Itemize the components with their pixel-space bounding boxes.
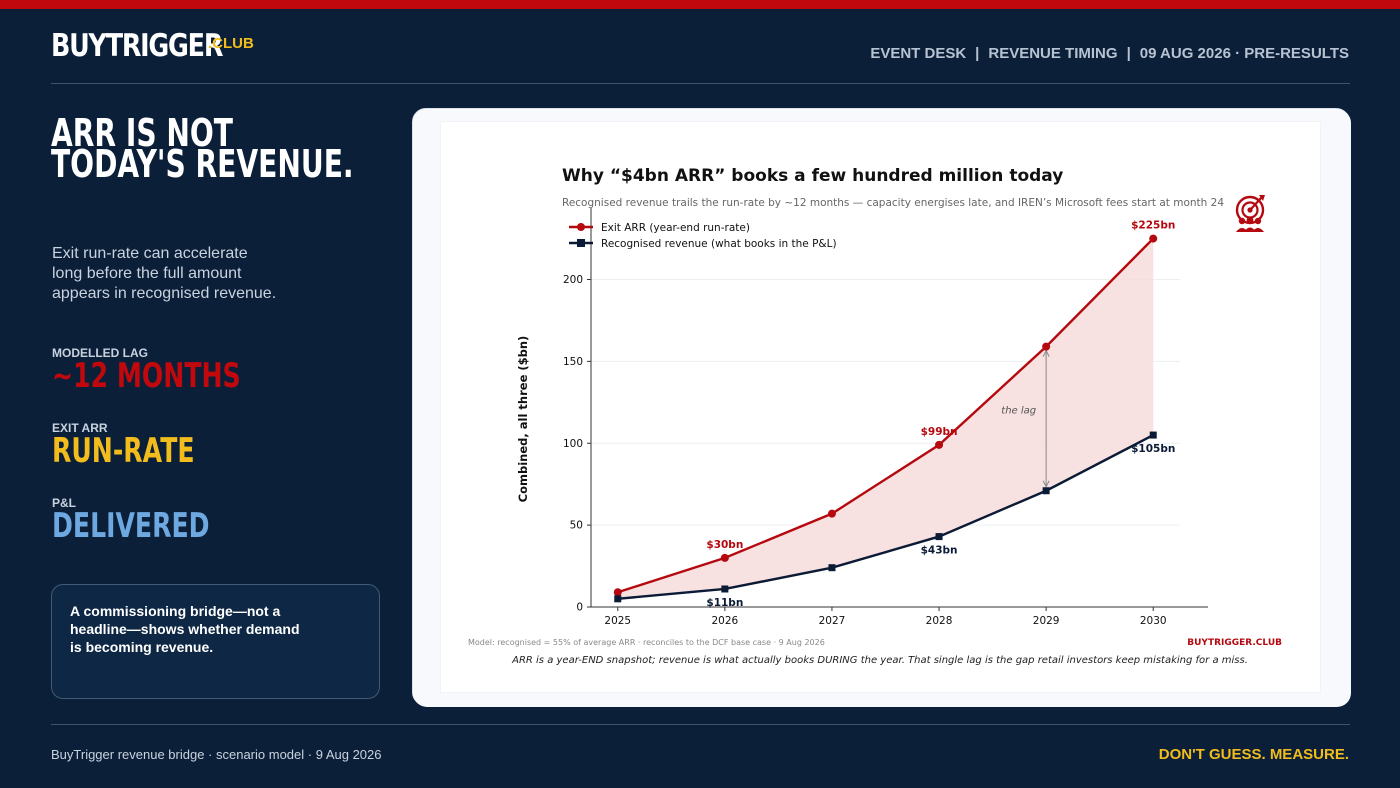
point-arr <box>935 440 944 449</box>
page-headline: ARR IS NOT TODAY'S REVENUE. <box>51 111 354 186</box>
headline-line-2: TODAY'S REVENUE. <box>51 142 354 186</box>
stat-value: DELIVERED <box>52 506 210 546</box>
chart-panel: Why “$4bn ARR” books a few hundred milli… <box>441 122 1320 692</box>
stat-exit-arr: EXIT ARR RUN-RATE <box>52 421 245 471</box>
point-arr <box>827 509 836 518</box>
chart-caption: ARR is a year-END snapshot; revenue is w… <box>511 655 1248 666</box>
header-divider <box>51 83 1350 84</box>
footer-divider <box>51 724 1350 725</box>
top-accent-bar <box>0 0 1400 9</box>
legend-label-arr: Exit ARR (year-end run-rate) <box>601 222 750 234</box>
nav-revenue-timing: REVENUE TIMING <box>988 45 1118 62</box>
series-line-revenue <box>617 433 1154 601</box>
point-revenue <box>1042 487 1050 495</box>
chart-footnote: Model: recognised = 55% of average ARR ·… <box>468 638 825 647</box>
stat-modelled-lag: MODELLED LAG ~12 MONTHS <box>52 346 307 396</box>
x-tick-label: 2030 <box>1140 615 1167 627</box>
chart-title: Why “$4bn ARR” books a few hundred milli… <box>562 166 1063 186</box>
x-tick-label: 2026 <box>711 615 738 627</box>
note-text: A commissioning bridge—not a headline—sh… <box>70 603 300 655</box>
arr-vs-revenue-chart: Why “$4bn ARR” books a few hundred milli… <box>468 166 1282 666</box>
data-label: $225bn <box>1131 220 1175 232</box>
point-arr <box>1042 342 1051 351</box>
data-label: $43bn <box>921 545 958 557</box>
stat-label: P&L <box>52 496 76 510</box>
target-group-icon <box>1235 195 1265 232</box>
note-box: A commissioning bridge—not a headline—sh… <box>51 584 380 699</box>
y-tick-label: 0 <box>576 602 583 614</box>
data-label: $30bn <box>706 539 743 551</box>
header-nav: EVENT DESK | REVENUE TIMING | 09 AUG 202… <box>870 45 1349 62</box>
stat-value: RUN-RATE <box>52 431 195 471</box>
nav-event-desk: EVENT DESK <box>870 45 967 62</box>
y-tick-label: 200 <box>563 274 583 286</box>
chart-legend: Exit ARR (year-end run-rate) Recognised … <box>569 222 837 250</box>
y-tick-label: 150 <box>563 356 583 368</box>
y-axis-label: Combined, all three ($bn) <box>516 336 530 503</box>
headline-line-1: ARR IS NOT <box>51 111 233 155</box>
data-label: $99bn <box>921 426 958 438</box>
data-label: $11bn <box>706 597 743 609</box>
lede-text: Exit run-rate can accelerate long before… <box>52 245 277 302</box>
point-revenue <box>721 585 729 593</box>
nav-separator: | <box>1126 45 1131 62</box>
gap-fill-area <box>617 238 1154 599</box>
brand-suffix: .CLUB <box>208 35 254 52</box>
point-arr <box>613 588 622 597</box>
legend-marker-revenue <box>577 239 585 247</box>
point-revenue <box>1149 431 1157 439</box>
stat-value: ~12 MONTHS <box>52 356 241 396</box>
point-revenue <box>614 595 622 603</box>
point-arr <box>1149 234 1158 243</box>
x-tick-label: 2029 <box>1033 615 1060 627</box>
point-revenue <box>828 564 836 572</box>
x-tick-label: 2028 <box>926 615 953 627</box>
chart-watermark: BUYTRIGGER.CLUB <box>1187 638 1282 648</box>
chart-subtitle: Recognised revenue trails the run-rate b… <box>562 197 1224 209</box>
lag-arrow-head <box>1042 480 1050 488</box>
brand-logo[interactable]: BUYTRIGGER .CLUB <box>51 28 260 68</box>
y-tick-label: 100 <box>563 438 583 450</box>
chart-card: Why “$4bn ARR” books a few hundred milli… <box>412 108 1351 707</box>
nav-date: 09 AUG 2026 · PRE-RESULTS <box>1139 45 1349 62</box>
stat-label: MODELLED LAG <box>52 346 148 360</box>
footer-tagline: DON'T GUESS. MEASURE. <box>1158 746 1349 763</box>
brand-name: BUYTRIGGER <box>51 28 223 64</box>
lag-annotation-label: the lag <box>1001 406 1036 417</box>
stat-label: EXIT ARR <box>52 421 108 435</box>
x-tick-label: 2027 <box>819 615 846 627</box>
nav-separator: | <box>975 45 980 62</box>
y-tick-label: 50 <box>570 520 583 532</box>
point-revenue <box>935 533 943 541</box>
footer-credit: BuyTrigger revenue bridge · scenario mod… <box>51 747 382 762</box>
x-tick-label: 2025 <box>604 615 631 627</box>
data-label: $105bn <box>1131 443 1175 455</box>
legend-marker-arr <box>577 223 585 231</box>
point-arr <box>720 553 729 562</box>
legend-label-revenue: Recognised revenue (what books in the P&… <box>601 238 837 250</box>
stat-pnl: P&L DELIVERED <box>52 496 265 546</box>
series-line-arr <box>617 237 1155 594</box>
